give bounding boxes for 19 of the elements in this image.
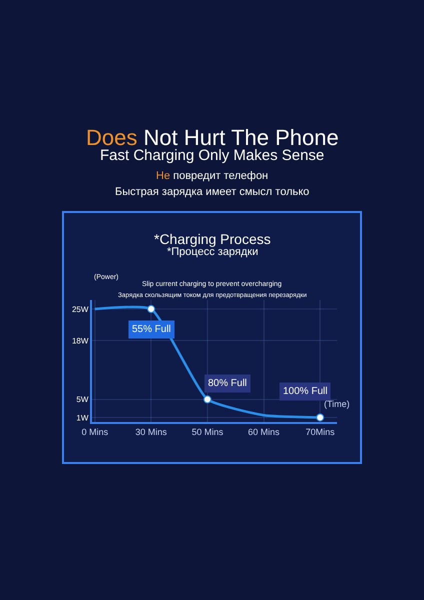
y-tick-label: 1W: [76, 413, 89, 422]
text: Не повредит телефон: [156, 170, 268, 182]
text: Быстрая зарядка имеет смысл только: [115, 186, 310, 198]
x-tick-label: 0 Mins: [82, 426, 109, 437]
annotation: 100% Full: [283, 386, 328, 397]
text: *Charging Process: [154, 231, 271, 247]
x-tick-label: 70Mins: [306, 426, 336, 437]
y-tick-label: 5W: [76, 395, 89, 404]
y-tick-label: 18W: [72, 336, 89, 346]
x-tick-label: 30 Mins: [135, 426, 168, 437]
annotation: 55% Full: [132, 324, 171, 335]
x-tick-label: 50 Mins: [192, 426, 224, 437]
x-axis-title: (Time): [324, 399, 350, 409]
chart-title: Does Not Hurt The Phone: [86, 125, 339, 150]
x-tick-label: 60 Mins: [248, 426, 280, 437]
text: *Процесс зарядки: [167, 246, 258, 258]
chart-subtitle: Fast Charging Only Makes Sense: [100, 147, 324, 164]
y-tick-label: 25W: [72, 304, 89, 314]
annotation: 80% Full: [208, 378, 247, 389]
